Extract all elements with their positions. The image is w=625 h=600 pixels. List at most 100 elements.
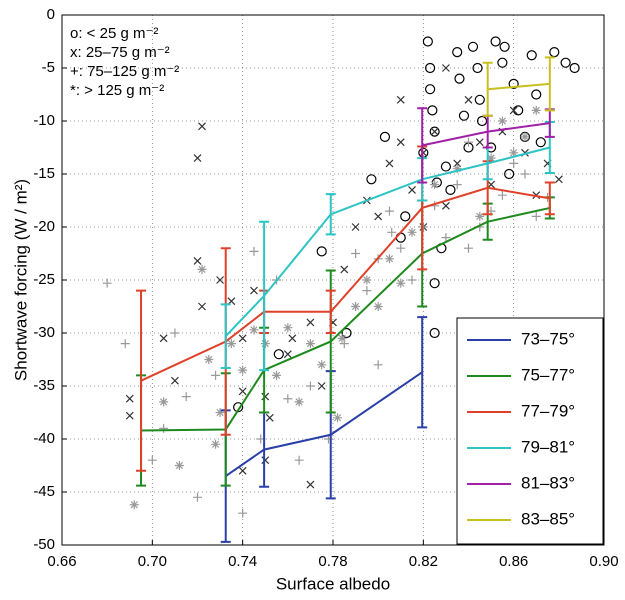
- scatter-point: [337, 333, 347, 343]
- y-tick-label: -40: [33, 430, 55, 447]
- scatter-point: [260, 339, 270, 349]
- legend-label: 75–77°: [521, 365, 575, 384]
- scatter-point: [374, 212, 383, 221]
- scatter-point: [452, 180, 462, 190]
- scatter-point: [497, 190, 507, 200]
- scatter-point: [497, 57, 508, 68]
- scatter-point: [198, 302, 206, 311]
- scatter-point: [499, 41, 510, 52]
- scatter-point: [317, 360, 327, 370]
- scatter-point: [441, 201, 450, 210]
- scatter-point: [509, 106, 518, 115]
- scatter-point: [238, 466, 247, 475]
- scatter-point: [554, 175, 563, 184]
- scatter-point: [362, 286, 372, 296]
- scatter-point: [272, 370, 282, 380]
- series-line: [225, 146, 551, 337]
- scatter-point: [294, 397, 304, 407]
- scatter-point: [472, 62, 483, 74]
- scatter-point: [387, 227, 397, 237]
- legend-label: 81–83°: [521, 473, 575, 492]
- scatter-point: [396, 243, 406, 253]
- scatter-point: [384, 206, 394, 216]
- scatter-point: [429, 278, 440, 289]
- scatter-point: [458, 110, 470, 121]
- scatter-point: [305, 339, 315, 349]
- scatter-point: [305, 381, 315, 391]
- y-tick-label: -35: [33, 377, 55, 394]
- scatter-point: [429, 126, 440, 137]
- y-tick-label: -5: [42, 59, 55, 76]
- scatter-point: [193, 256, 202, 265]
- error-bar: [325, 193, 336, 236]
- scatter-point: [419, 148, 428, 157]
- scatter-point: [216, 276, 225, 284]
- error-bar: [136, 289, 147, 472]
- scatter-point: [490, 36, 501, 47]
- scatter-point: [531, 105, 541, 115]
- plot-frame: [61, 14, 605, 546]
- scatter-point: [520, 169, 530, 179]
- x-tick-label: 0.74: [228, 553, 257, 570]
- scatter-point: [531, 211, 541, 221]
- scatter-point: [445, 184, 456, 195]
- y-tick-label: -10: [33, 112, 55, 129]
- scatter-point: [441, 233, 451, 243]
- scatter-point: [452, 46, 463, 58]
- marker-legend-label: o: < 25 g m⁻²: [70, 25, 158, 42]
- x-tick-label: 0.82: [409, 553, 438, 570]
- error-bar: [544, 181, 555, 216]
- scatter-point: [396, 95, 405, 104]
- series-line: [225, 371, 423, 477]
- scatter-point: [475, 138, 484, 147]
- scatter-point: [430, 180, 440, 190]
- scatter-point: [407, 227, 417, 237]
- scatter-point: [427, 105, 438, 116]
- scatter-point: [215, 408, 225, 417]
- scatter-point: [170, 328, 180, 338]
- scatter-point: [238, 365, 248, 375]
- scatter-point: [249, 246, 259, 256]
- scatter-point: [317, 382, 326, 390]
- scatter-point: [526, 50, 537, 61]
- scatter-point: [174, 461, 184, 470]
- scatter-point: [159, 423, 169, 433]
- scatter-point: [102, 278, 112, 288]
- series-line: [487, 82, 550, 91]
- scatter-point: [273, 349, 284, 360]
- scatter-point: [497, 116, 507, 126]
- scatter-point: [261, 392, 270, 401]
- scatter-point: [159, 397, 169, 407]
- legend-box: [456, 317, 604, 545]
- legend-label: 79–81°: [521, 437, 575, 456]
- marker-legend-label: x: 25–75 g m⁻²: [70, 44, 170, 61]
- scatter-point: [362, 275, 372, 285]
- x-axis-label: Surface albedo: [276, 574, 390, 593]
- scatter-point: [396, 138, 405, 147]
- scatter-point: [351, 223, 360, 231]
- scatter-point: [250, 286, 258, 295]
- x-tick-label: 0.90: [589, 553, 618, 570]
- legend-label: 73–75°: [521, 329, 575, 348]
- marker-legend-label: *: > 125 g m⁻²: [70, 82, 164, 99]
- scatter-point: [531, 89, 542, 100]
- scatter-point: [238, 387, 247, 396]
- scatter-point: [569, 62, 580, 74]
- scatter-point: [464, 243, 473, 253]
- scatter-point: [508, 78, 519, 90]
- x-tick-label: 0.78: [318, 553, 347, 570]
- scatter-point: [204, 355, 214, 364]
- y-tick-label: -50: [33, 536, 55, 553]
- scatter-point: [440, 161, 452, 172]
- y-tick-label: -30: [33, 324, 55, 341]
- legend-label: 83–85°: [521, 509, 575, 528]
- scatter-point: [283, 350, 292, 359]
- legend-label: 77–79°: [521, 401, 575, 420]
- scatter-point: [170, 376, 179, 385]
- y-axis-label: Shortwave forcing (W / m²): [11, 179, 30, 381]
- scatter-point: [129, 500, 139, 510]
- scatter-point: [294, 455, 304, 465]
- scatter-point: [384, 254, 394, 264]
- y-tick-label: -15: [33, 165, 55, 182]
